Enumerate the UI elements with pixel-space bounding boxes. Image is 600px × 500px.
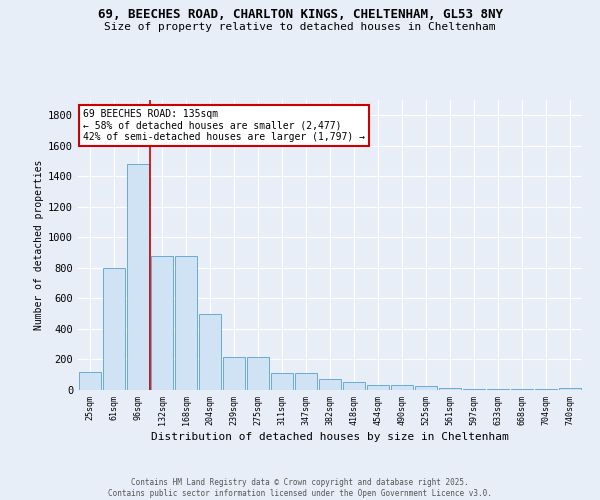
Bar	[535, 389, 557, 390]
Bar	[391, 386, 413, 390]
Bar	[367, 384, 389, 390]
Bar	[247, 357, 269, 390]
Bar	[463, 389, 485, 390]
Bar	[511, 389, 533, 390]
Bar	[343, 382, 365, 390]
Bar	[487, 389, 509, 390]
Bar	[439, 388, 461, 390]
Bar	[151, 256, 173, 390]
Bar	[415, 386, 437, 390]
Text: 69, BEECHES ROAD, CHARLTON KINGS, CHELTENHAM, GL53 8NY: 69, BEECHES ROAD, CHARLTON KINGS, CHELTE…	[97, 8, 503, 20]
Text: Contains HM Land Registry data © Crown copyright and database right 2025.
Contai: Contains HM Land Registry data © Crown c…	[108, 478, 492, 498]
Y-axis label: Number of detached properties: Number of detached properties	[34, 160, 44, 330]
Bar	[559, 388, 581, 390]
Bar	[271, 373, 293, 390]
Bar	[199, 314, 221, 390]
Bar	[295, 373, 317, 390]
Bar	[319, 380, 341, 390]
X-axis label: Distribution of detached houses by size in Cheltenham: Distribution of detached houses by size …	[151, 432, 509, 442]
Bar	[127, 164, 149, 390]
Bar	[175, 256, 197, 390]
Bar	[223, 357, 245, 390]
Text: 69 BEECHES ROAD: 135sqm
← 58% of detached houses are smaller (2,477)
42% of semi: 69 BEECHES ROAD: 135sqm ← 58% of detache…	[83, 108, 365, 142]
Text: Size of property relative to detached houses in Cheltenham: Size of property relative to detached ho…	[104, 22, 496, 32]
Bar	[103, 268, 125, 390]
Bar	[79, 372, 101, 390]
